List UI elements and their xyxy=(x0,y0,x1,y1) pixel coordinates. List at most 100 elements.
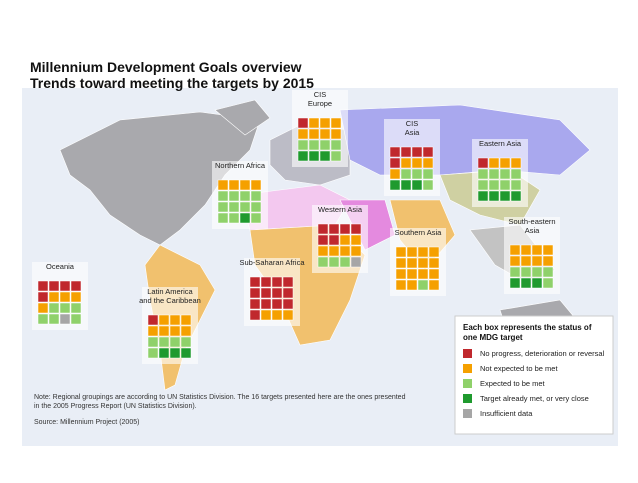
status-cell xyxy=(395,246,407,258)
status-cell xyxy=(330,150,342,162)
status-cell xyxy=(328,245,340,257)
legend-swatch xyxy=(463,349,472,358)
status-cell xyxy=(509,255,521,267)
status-cell xyxy=(406,257,418,269)
status-cell xyxy=(158,336,170,348)
status-cell xyxy=(297,139,309,151)
status-cell xyxy=(389,168,401,180)
status-cell xyxy=(428,279,440,291)
status-cell xyxy=(488,168,500,180)
note: in the 2005 Progress Report (UN Statisti… xyxy=(34,403,197,410)
status-cell xyxy=(228,179,240,191)
status-cell xyxy=(308,150,320,162)
status-cell xyxy=(70,280,82,292)
status-cell xyxy=(228,190,240,202)
status-cell xyxy=(428,246,440,258)
legend-label: No progress, deterioration or reversal xyxy=(480,349,605,358)
status-cell xyxy=(282,309,294,321)
status-cell xyxy=(271,298,283,310)
status-cell xyxy=(339,223,351,235)
status-cell xyxy=(70,302,82,314)
status-cell xyxy=(271,276,283,288)
status-cell xyxy=(406,268,418,280)
status-cell xyxy=(411,168,423,180)
note: Source: Millennium Project (2005) xyxy=(34,419,139,426)
status-cell xyxy=(509,244,521,256)
status-cell xyxy=(477,190,489,202)
region-label: and the Caribbean xyxy=(139,296,201,305)
status-cell xyxy=(509,277,521,289)
legend-label: Not expected to be met xyxy=(480,364,558,373)
status-cell xyxy=(542,277,554,289)
status-cell xyxy=(542,244,554,256)
region-label: Northern Africa xyxy=(215,161,266,170)
status-cell xyxy=(395,257,407,269)
region-label: Eastern Asia xyxy=(479,139,522,148)
status-cell xyxy=(158,347,170,359)
status-cell xyxy=(59,302,71,314)
status-cell xyxy=(239,212,251,224)
status-cell xyxy=(217,201,229,213)
region-label: Europe xyxy=(308,99,332,108)
status-cell xyxy=(520,266,532,278)
status-cell xyxy=(328,234,340,246)
status-cell xyxy=(417,279,429,291)
region-label: Oceania xyxy=(46,262,75,271)
legend-swatch xyxy=(463,394,472,403)
status-cell xyxy=(428,257,440,269)
status-cell xyxy=(37,302,49,314)
region-label: CIS xyxy=(314,90,327,99)
region-label: South-eastern xyxy=(508,217,555,226)
status-cell xyxy=(180,336,192,348)
status-cell xyxy=(282,298,294,310)
note: Note: Regional groupings are according t… xyxy=(34,394,406,401)
status-cell xyxy=(260,298,272,310)
status-cell xyxy=(422,168,434,180)
status-cell xyxy=(406,246,418,258)
status-cell xyxy=(389,146,401,158)
status-cell xyxy=(542,255,554,267)
status-cell xyxy=(400,146,412,158)
subtitle: Trends toward meeting the targets by 201… xyxy=(30,75,314,91)
status-cell xyxy=(217,190,229,202)
status-cell xyxy=(319,150,331,162)
status-cell xyxy=(297,117,309,129)
status-cell xyxy=(400,168,412,180)
status-cell xyxy=(169,347,181,359)
status-cell xyxy=(510,179,522,191)
status-cell xyxy=(297,128,309,140)
status-cell xyxy=(328,256,340,268)
status-cell xyxy=(250,190,262,202)
legend-swatch xyxy=(463,409,472,418)
status-cell xyxy=(180,347,192,359)
status-cell xyxy=(319,117,331,129)
status-cell xyxy=(499,157,511,169)
status-cell xyxy=(250,212,262,224)
status-cell xyxy=(308,117,320,129)
status-cell xyxy=(297,150,309,162)
status-cell xyxy=(228,212,240,224)
status-cell xyxy=(406,279,418,291)
status-cell xyxy=(395,279,407,291)
status-cell xyxy=(260,309,272,321)
status-cell xyxy=(350,256,362,268)
status-cell xyxy=(389,157,401,169)
status-cell xyxy=(282,276,294,288)
status-cell xyxy=(428,268,440,280)
status-cell xyxy=(271,287,283,299)
status-cell xyxy=(339,245,351,257)
status-cell xyxy=(147,314,159,326)
status-cell xyxy=(249,309,261,321)
status-cell xyxy=(531,277,543,289)
status-cell xyxy=(37,291,49,303)
status-cell xyxy=(477,168,489,180)
status-cell xyxy=(180,325,192,337)
status-cell xyxy=(59,313,71,325)
status-cell xyxy=(249,287,261,299)
region-label: Asia xyxy=(525,226,540,235)
status-cell xyxy=(317,234,329,246)
status-cell xyxy=(319,128,331,140)
status-cell xyxy=(147,325,159,337)
status-cell xyxy=(488,157,500,169)
